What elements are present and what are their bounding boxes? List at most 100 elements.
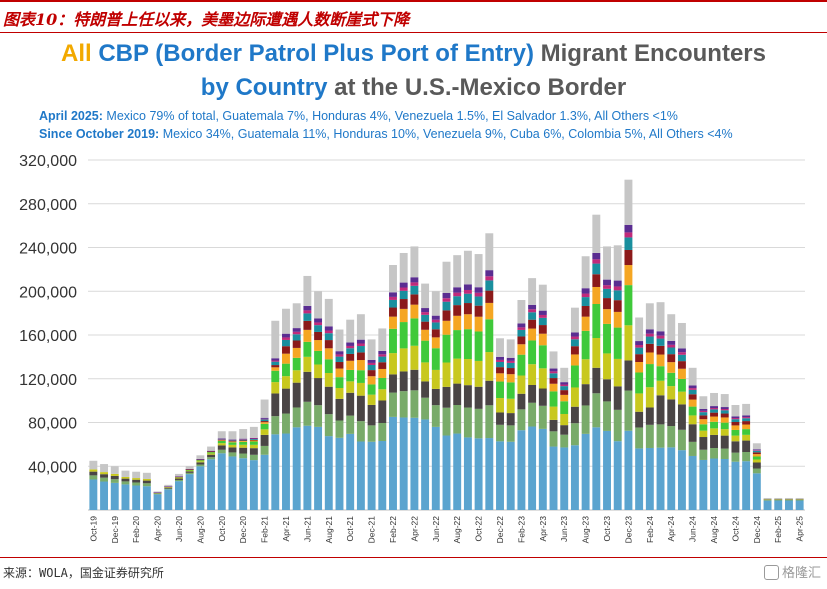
bar-segment-elsalvador	[517, 375, 526, 394]
bar-segment-venezuela	[496, 381, 504, 399]
bar-segment-others	[175, 473, 183, 477]
x-tick-label: Jun-20	[174, 516, 184, 542]
bar-segment-nicaragua	[560, 384, 569, 387]
bar-segment-cuba	[378, 368, 387, 378]
x-tick-label: Oct-20	[217, 516, 227, 542]
bar-segment-guatemala	[656, 424, 665, 448]
bar-segment-ecuador	[346, 348, 355, 354]
bar-segment-nicaragua	[431, 319, 440, 323]
bar-segment-colombia	[570, 346, 579, 355]
y-tick-label: 160,000	[19, 328, 77, 345]
bar-segment-honduras	[677, 404, 686, 430]
bar-segment-elsalvador	[752, 459, 761, 463]
bar-segment-purple	[282, 333, 290, 338]
bar-segment-colombia	[314, 331, 323, 341]
bar-segment-honduras	[763, 499, 772, 501]
bar-segment-venezuela	[271, 370, 280, 383]
bar-segment-mexico	[121, 484, 130, 510]
bar-segment-cuba	[699, 419, 708, 425]
bar-segment-colombia	[356, 352, 365, 361]
x-tick-label: Aug-21	[324, 516, 334, 544]
bar-segment-ecuador	[367, 364, 376, 371]
bar-segment-elsalvador	[635, 393, 644, 412]
bar-segment-mexico	[742, 461, 751, 510]
bar-segment-mexico	[549, 446, 558, 510]
bar-segment-purple	[389, 292, 397, 297]
bar-segment-mexico	[784, 500, 793, 510]
bar-segment-others	[720, 394, 729, 408]
bar-segment-mexico	[132, 485, 141, 510]
y-tick-label: 200,000	[19, 284, 77, 301]
bar-segment-mexico	[624, 430, 633, 510]
bar-segment-guatemala	[710, 448, 718, 459]
bar-segment-venezuela	[752, 456, 761, 460]
x-tick-label: Apr-23	[538, 516, 548, 542]
bar-segment-ecuador	[624, 237, 633, 250]
bar-segment-nicaragua	[635, 344, 644, 348]
bar-segment-venezuela	[249, 441, 258, 445]
bar-segment-others	[795, 497, 804, 500]
bar-segment-elsalvador	[485, 352, 494, 381]
bar-segment-guatemala	[570, 423, 579, 446]
bar-segment-ecuador	[731, 419, 740, 423]
bar-segment-ecuador	[752, 450, 761, 453]
bar-segment-cuba	[346, 360, 355, 370]
bar-segment-purple	[752, 449, 761, 451]
bar-segment-nicaragua	[271, 360, 280, 362]
x-tick-label: Aug-23	[581, 516, 591, 544]
bar-segment-mexico	[560, 447, 569, 510]
bar-segment-guatemala	[496, 424, 504, 442]
bar-segment-nicaragua	[624, 232, 633, 238]
bar-segment-ecuador	[517, 329, 526, 337]
bar-segment-others	[517, 300, 526, 324]
bar-segment-colombia	[667, 354, 676, 363]
bar-segment-elsalvador	[389, 353, 397, 375]
bar-segment-purple	[367, 359, 376, 363]
bar-segment-colombia	[303, 320, 312, 330]
bar-segment-nicaragua	[742, 417, 751, 419]
bar-segment-colombia	[517, 336, 526, 345]
bar-segment-others	[410, 246, 419, 278]
bar-segment-nicaragua	[752, 450, 761, 451]
bar-segment-honduras	[346, 392, 355, 416]
bar-segment-elsalvador	[549, 406, 558, 420]
bar-segment-colombia	[645, 343, 654, 353]
bar-segment-cuba	[710, 416, 718, 422]
bar-segment-elsalvador	[324, 373, 333, 387]
bar-segment-elsalvador	[356, 382, 365, 396]
bar-segment-purple	[228, 439, 237, 441]
bar-segment-elsalvador	[795, 499, 804, 500]
bar-segment-honduras	[742, 440, 751, 453]
bar-segment-honduras	[228, 447, 237, 453]
bar-segment-mexico	[164, 489, 173, 510]
bar-segment-elsalvador	[410, 345, 419, 370]
bar-segment-purple	[496, 356, 504, 360]
bar-segment-mexico	[249, 460, 258, 511]
x-tick-label: Feb-22	[388, 516, 398, 543]
bar-segment-colombia	[271, 365, 280, 368]
bar-segment-venezuela	[421, 340, 430, 363]
bar-segment-purple	[335, 351, 344, 355]
title-border: at the U.S.-Mexico Border	[334, 74, 627, 101]
bar-segment-honduras	[239, 447, 248, 454]
bar-segment-others	[217, 431, 226, 439]
bar-segment-cuba	[731, 425, 740, 430]
bar-segment-ecuador	[474, 296, 483, 306]
x-tick-label: Oct-22	[474, 516, 484, 542]
bar-segment-mexico	[228, 456, 237, 510]
bar-segment-honduras	[335, 398, 344, 421]
bar-segment-colombia	[710, 412, 718, 417]
bar-segment-others	[431, 291, 440, 316]
bar-segment-mexico	[356, 441, 365, 510]
bar-segment-colombia	[560, 390, 569, 395]
bar-segment-colombia	[260, 421, 269, 423]
bar-segment-honduras	[624, 360, 633, 391]
bar-segment-nicaragua	[292, 331, 301, 335]
bar-segment-purple	[463, 284, 472, 290]
bar-segment-others	[153, 491, 162, 493]
bar-segment-purple	[603, 279, 611, 286]
bar-segment-ecuador	[496, 361, 504, 368]
bar-segment-elsalvador	[453, 358, 462, 384]
bar-segment-mexico	[389, 416, 397, 510]
